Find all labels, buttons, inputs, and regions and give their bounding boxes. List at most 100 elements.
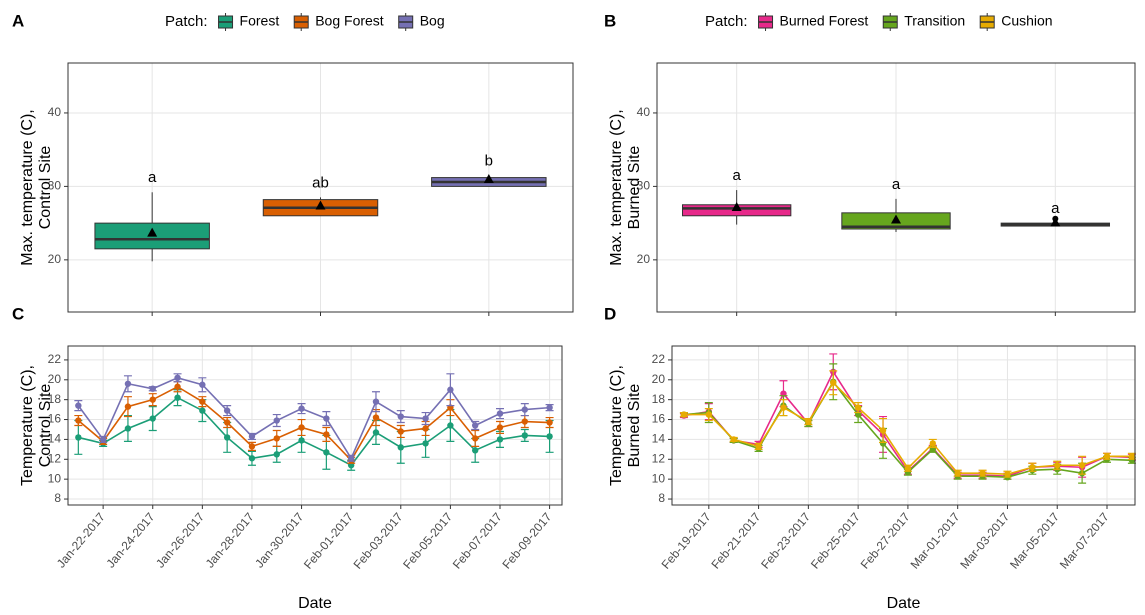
- x-tick-label: Feb-25-2017: [808, 510, 863, 572]
- series-line: [77, 385, 550, 462]
- point: [546, 419, 553, 426]
- series-line: [78, 396, 550, 467]
- point: [830, 379, 837, 386]
- y-axis-title: Control Site: [37, 146, 54, 230]
- panel-border: [656, 62, 1136, 313]
- point: [929, 440, 936, 447]
- legend-label: Cushion: [1001, 13, 1052, 29]
- significance-letter: b: [485, 152, 493, 169]
- point: [879, 440, 887, 447]
- point: [447, 386, 454, 393]
- point: [323, 415, 330, 422]
- point: [273, 417, 280, 424]
- legend-title: Patch:: [705, 13, 748, 30]
- panel-label: A: [12, 11, 24, 30]
- point: [75, 402, 82, 409]
- point: [496, 424, 504, 431]
- significance-letter: a: [1051, 200, 1060, 217]
- point: [471, 435, 479, 442]
- mean-marker: [483, 174, 494, 184]
- y-axis-title: Burned Site: [626, 384, 643, 468]
- point: [521, 432, 528, 439]
- point: [397, 413, 404, 420]
- point: [496, 436, 504, 443]
- point: [223, 434, 231, 441]
- panel-label: D: [604, 304, 616, 323]
- point: [223, 419, 231, 426]
- point: [1054, 462, 1061, 469]
- y-axis-title: Temperature (C),: [19, 365, 36, 486]
- x-tick-label: Jan-28-2017: [203, 510, 257, 571]
- point: [954, 470, 961, 477]
- point: [199, 381, 206, 388]
- point: [496, 410, 504, 417]
- significance-letter: a: [892, 176, 901, 193]
- point: [1029, 464, 1036, 471]
- point: [372, 414, 380, 421]
- mean-marker: [1050, 217, 1061, 227]
- x-tick-label: Feb-05-2017: [400, 510, 455, 572]
- legend-label: Bog: [420, 13, 445, 29]
- x-tick-label: Mar-05-2017: [1007, 510, 1062, 572]
- y-tick-label: 8: [54, 491, 61, 505]
- point: [879, 427, 887, 434]
- y-tick-label: 12: [652, 451, 666, 465]
- point: [372, 398, 380, 405]
- point: [298, 405, 305, 412]
- legend-label: Bog Forest: [315, 13, 384, 29]
- panel-border: [67, 345, 563, 506]
- point: [979, 470, 986, 477]
- y-tick-label: 20: [637, 252, 651, 266]
- point: [149, 415, 156, 422]
- y-tick-label: 18: [652, 392, 666, 406]
- point: [75, 417, 82, 424]
- point: [323, 431, 330, 438]
- significance-letter: a: [148, 169, 157, 186]
- x-tick-label: Feb-21-2017: [708, 510, 763, 572]
- point: [149, 396, 156, 403]
- y-tick-label: 16: [48, 412, 62, 426]
- point: [248, 433, 256, 440]
- x-tick-label: Jan-26-2017: [153, 510, 207, 571]
- point: [124, 425, 132, 432]
- x-tick-label: Feb-09-2017: [499, 510, 554, 572]
- point: [323, 449, 330, 456]
- significance-letter: a: [732, 167, 741, 184]
- point: [471, 447, 479, 454]
- point: [780, 404, 787, 411]
- panel-label: C: [12, 304, 24, 323]
- x-tick-label: Feb-07-2017: [450, 510, 505, 572]
- x-axis-title: Date: [298, 595, 332, 612]
- point: [174, 394, 181, 401]
- point: [248, 455, 256, 462]
- x-tick-label: Feb-01-2017: [301, 510, 356, 572]
- point: [397, 428, 404, 435]
- mean-marker: [315, 200, 326, 210]
- point: [680, 411, 688, 418]
- point: [755, 443, 762, 450]
- point: [397, 444, 404, 451]
- panel-background: [68, 346, 562, 505]
- point: [546, 404, 553, 411]
- point: [248, 443, 256, 450]
- panel-border: [67, 62, 574, 313]
- y-tick-label: 14: [652, 432, 666, 446]
- mean-marker: [891, 214, 901, 224]
- panel-background: [672, 346, 1135, 505]
- point: [199, 407, 206, 414]
- mean-marker: [147, 227, 158, 237]
- point: [149, 385, 156, 392]
- legend-label: Transition: [904, 13, 965, 29]
- y-tick-label: 20: [48, 252, 62, 266]
- y-tick-label: 20: [48, 372, 62, 386]
- point: [471, 422, 479, 429]
- point: [521, 418, 528, 425]
- point: [124, 380, 132, 387]
- point: [730, 436, 737, 443]
- x-tick-label: Jan-30-2017: [252, 510, 306, 571]
- point: [1103, 453, 1111, 460]
- point: [223, 407, 231, 414]
- point: [854, 404, 862, 411]
- point: [422, 425, 429, 432]
